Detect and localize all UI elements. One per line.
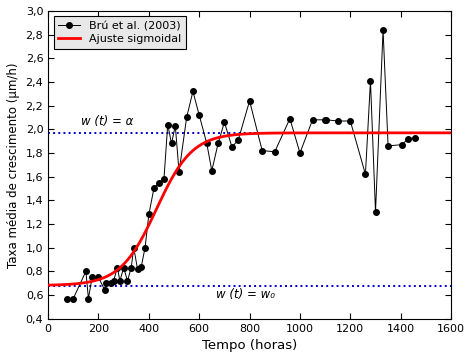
Ajuste sigmoidal — [437, 131, 442, 135]
Ajuste sigmoidal — [448, 131, 454, 135]
Brú et al. (2003) — [209, 169, 215, 173]
Ajuste sigmoidal — [241, 132, 247, 136]
Brú et al. (2003) — [380, 28, 386, 32]
Brú et al. (2003) — [111, 279, 117, 283]
Brú et al. (2003) — [412, 135, 417, 140]
Brú et al. (2003) — [151, 186, 157, 191]
Ajuste sigmoidal — [362, 131, 368, 135]
X-axis label: Tempo (horas): Tempo (horas) — [202, 339, 297, 352]
Ajuste sigmoidal — [230, 133, 236, 137]
Brú et al. (2003) — [247, 99, 253, 103]
Text: w (t) = α: w (t) = α — [81, 115, 133, 127]
Brú et al. (2003) — [64, 297, 70, 301]
Line: Ajuste sigmoidal: Ajuste sigmoidal — [48, 133, 451, 285]
Ajuste sigmoidal — [66, 282, 71, 286]
Brú et al. (2003) — [196, 113, 202, 117]
Brú et al. (2003) — [215, 141, 221, 146]
Ajuste sigmoidal — [45, 283, 51, 287]
Text: w (t) = w₀: w (t) = w₀ — [216, 288, 275, 301]
Ajuste sigmoidal — [436, 131, 442, 135]
Legend: Brú et al. (2003), Ajuste sigmoidal: Brú et al. (2003), Ajuste sigmoidal — [54, 17, 186, 49]
Y-axis label: Taxa média de crescimento (μm/h): Taxa média de crescimento (μm/h) — [7, 62, 20, 267]
Line: Brú et al. (2003): Brú et al. (2003) — [64, 27, 417, 301]
